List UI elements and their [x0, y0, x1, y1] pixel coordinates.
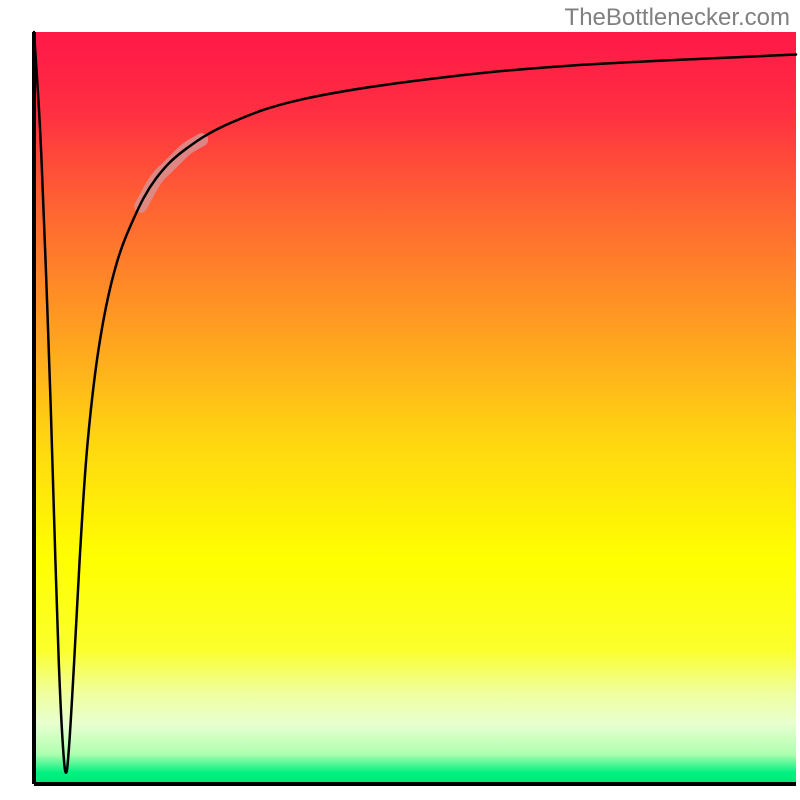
plot-background: [34, 32, 796, 784]
watermark-text: TheBottlenecker.com: [565, 4, 790, 32]
bottleneck-chart: [0, 0, 800, 800]
chart-container: TheBottlenecker.com: [0, 0, 800, 800]
